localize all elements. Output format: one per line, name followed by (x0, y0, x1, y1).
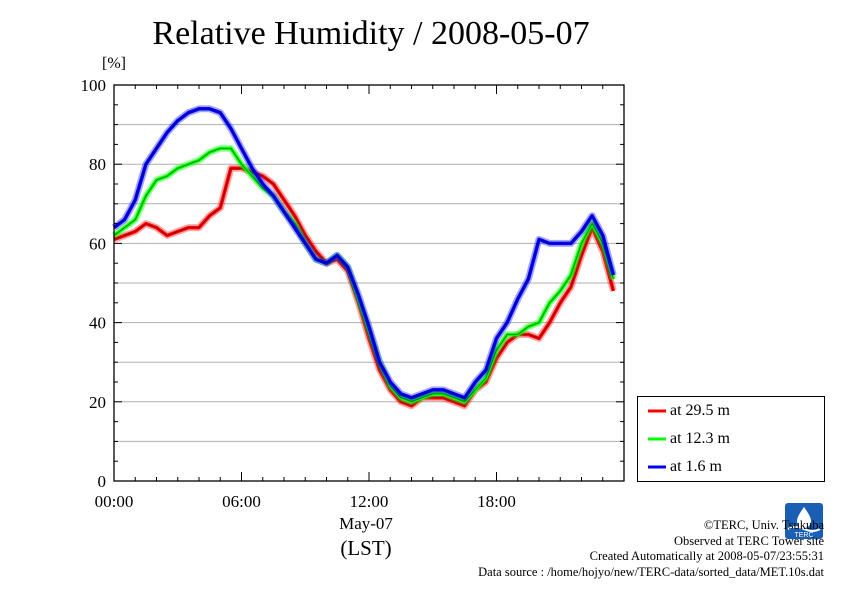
x-axis-timezone-label: (LST) (340, 536, 392, 560)
series-core (113, 108, 614, 399)
y-tick-label: 0 (98, 472, 107, 491)
legend-swatch (648, 409, 666, 413)
y-tick-label: 60 (89, 234, 106, 253)
series-core (113, 147, 614, 403)
chart-title: Relative Humidity / 2008-05-07 (152, 15, 590, 52)
x-tick-label: 00:00 (95, 492, 134, 511)
credit-data-source: Data source : /home/hojyo/new/TERC-data/… (478, 564, 824, 579)
legend-item-1-6m: at 1.6 m (648, 457, 722, 477)
x-tick-label: 18:00 (477, 492, 516, 511)
credit-created: Created Automatically at 2008-05-07/23:5… (589, 549, 824, 563)
y-axis-unit-label: [%] (102, 55, 126, 72)
x-tick-label: 12:00 (350, 492, 389, 511)
series-core (113, 167, 614, 407)
series-at-29-5-m (112, 164, 617, 410)
series-band (111, 144, 617, 406)
legend-swatch (648, 437, 666, 441)
y-tick-label: 40 (89, 314, 106, 333)
x-axis-date-label: May-07 (339, 514, 393, 533)
credits-block: ©TERC, Univ. Tsukuba Observed at TERC To… (478, 518, 824, 580)
series-at-1-6-m (111, 105, 617, 402)
terc-logo: TERC (785, 503, 823, 539)
series-band (111, 105, 617, 402)
series-at-12-3-m (111, 144, 617, 406)
credit-copyright: ©TERC, Univ. Tsukuba (703, 518, 824, 532)
x-tick-label: 06:00 (222, 492, 261, 511)
legend-swatch (648, 465, 666, 469)
legend-item-29-5m: at 29.5 m (648, 401, 730, 421)
y-tick-label: 80 (89, 155, 106, 174)
y-tick-label: 20 (89, 393, 106, 412)
series-line (112, 146, 616, 404)
chart-legend: at 29.5 m at 12.3 m at 1.6 m (637, 396, 825, 482)
svg-text:TERC: TERC (794, 532, 813, 539)
legend-item-12-3m: at 12.3 m (648, 429, 730, 449)
credit-site: Observed at TERC Tower site (673, 533, 824, 548)
y-tick-label: 100 (81, 76, 107, 95)
